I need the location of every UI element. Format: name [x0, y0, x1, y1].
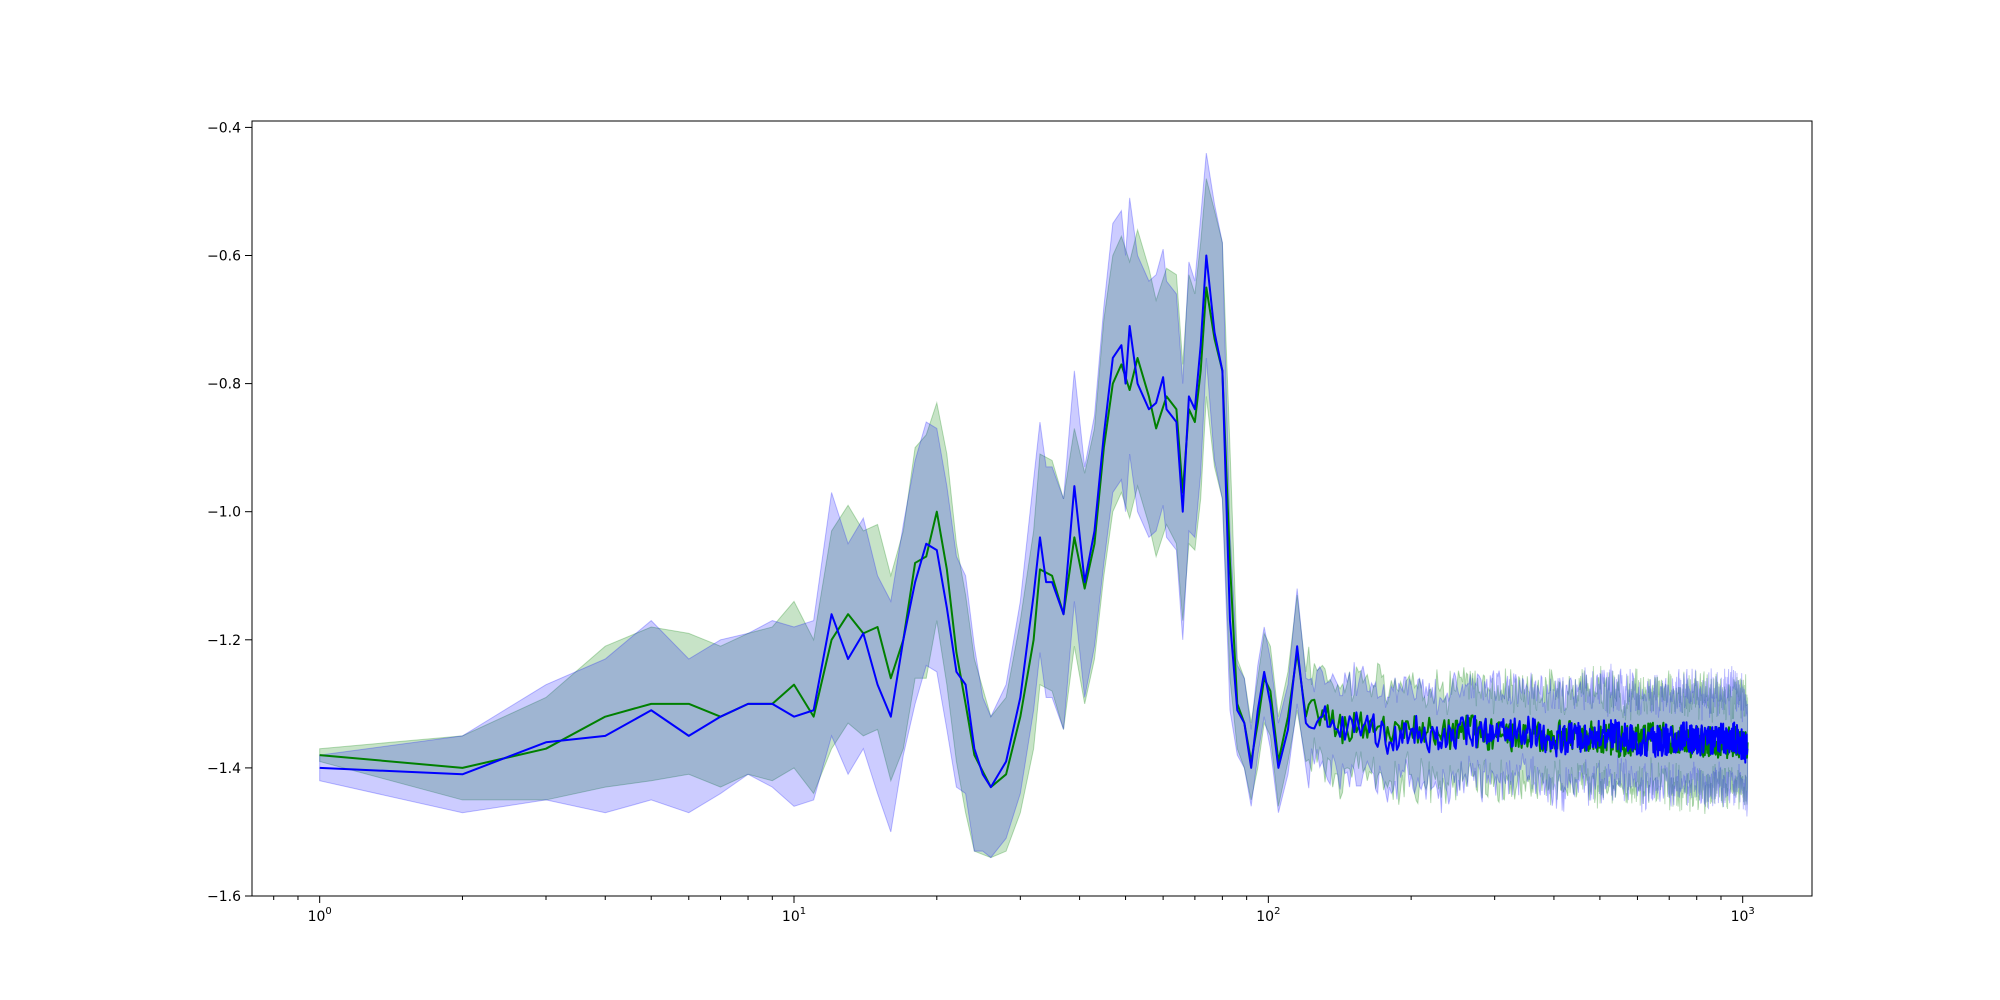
confidence-bands — [319, 152, 1749, 859]
y-tick-label: −0.6 — [207, 249, 241, 265]
y-tick-label: −1.4 — [207, 761, 241, 777]
plot-area-frame — [251, 120, 1813, 897]
x-tick-label: 103 — [1731, 906, 1755, 925]
x-tick-label: 100 — [308, 906, 332, 925]
series-1-line — [319, 254, 1749, 789]
y-tick-label: −1.0 — [207, 505, 241, 521]
y-tick-label: −1.2 — [207, 633, 241, 649]
series-0-band — [319, 178, 1749, 859]
y-axis: −1.6 −1.4 −1.2 −1.0 −0.8 −0.6 −0.4 — [207, 120, 252, 905]
y-tick-label: −1.6 — [207, 889, 241, 905]
x-tick-label: 101 — [782, 906, 806, 925]
y-tick-label: −0.4 — [207, 120, 241, 136]
series-1-band — [319, 152, 1749, 859]
y-tick-label: −0.8 — [207, 377, 241, 393]
x-axis: 100 101 102 103 — [273, 896, 1755, 925]
x-tick-label: 102 — [1256, 906, 1280, 925]
series-lines — [319, 254, 1749, 789]
